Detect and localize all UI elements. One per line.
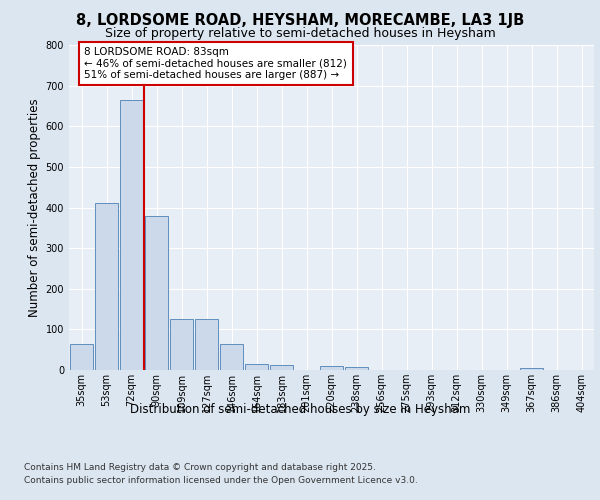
- Bar: [170, 319, 193, 370]
- Text: Contains public sector information licensed under the Open Government Licence v3: Contains public sector information licen…: [24, 476, 418, 485]
- Text: 8, LORDSOME ROAD, HEYSHAM, MORECAMBE, LA3 1JB: 8, LORDSOME ROAD, HEYSHAM, MORECAMBE, LA…: [76, 12, 524, 28]
- Text: Distribution of semi-detached houses by size in Heysham: Distribution of semi-detached houses by …: [130, 402, 470, 415]
- Text: 8 LORDSOME ROAD: 83sqm
← 46% of semi-detached houses are smaller (812)
51% of se: 8 LORDSOME ROAD: 83sqm ← 46% of semi-det…: [85, 47, 347, 80]
- Bar: [70, 344, 94, 370]
- Text: Contains HM Land Registry data © Crown copyright and database right 2025.: Contains HM Land Registry data © Crown c…: [24, 462, 376, 471]
- Bar: [220, 344, 244, 370]
- Bar: [320, 366, 343, 370]
- Bar: [145, 216, 169, 370]
- Bar: [194, 319, 218, 370]
- Bar: [344, 367, 368, 370]
- Bar: [269, 365, 293, 370]
- Text: Size of property relative to semi-detached houses in Heysham: Size of property relative to semi-detach…: [104, 28, 496, 40]
- Bar: [520, 368, 544, 370]
- Bar: [245, 364, 268, 370]
- Y-axis label: Number of semi-detached properties: Number of semi-detached properties: [28, 98, 41, 317]
- Bar: [119, 100, 143, 370]
- Bar: [95, 204, 118, 370]
